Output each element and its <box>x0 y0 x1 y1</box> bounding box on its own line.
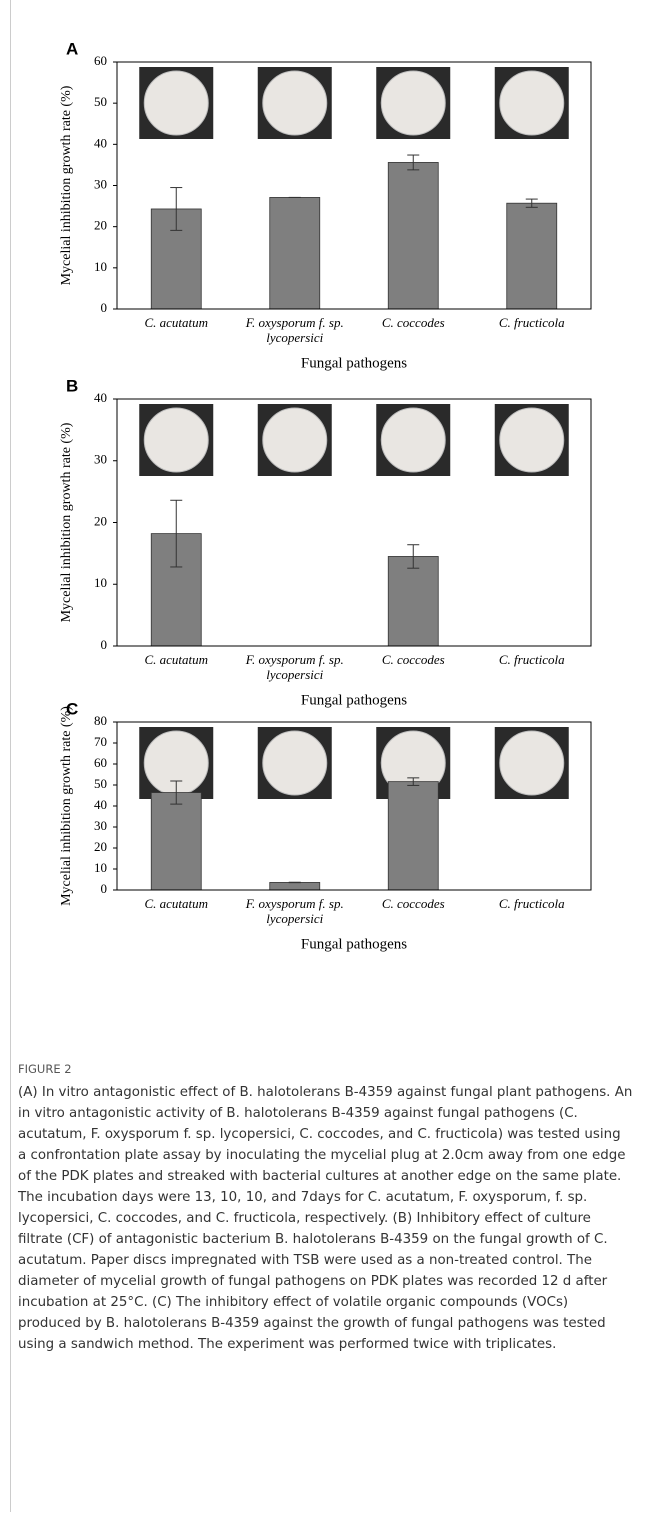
x-tick-label-box: C. acutatum <box>114 652 238 688</box>
x-tick-label-box: C. fructicola <box>470 896 594 932</box>
x-tick-label-box: C. coccodes <box>351 896 475 932</box>
y-tick-label: 40 <box>94 390 107 405</box>
x-tick-label: C. fructicola <box>470 896 594 911</box>
y-tick-label: 60 <box>94 755 107 770</box>
plate-dish <box>144 71 208 135</box>
plate-dish <box>263 731 327 795</box>
y-tick-label: 60 <box>94 53 107 68</box>
bar <box>388 556 438 646</box>
x-axis-label: Fungal pathogens <box>301 936 407 952</box>
x-axis-label: Fungal pathogens <box>301 355 407 371</box>
plate-dish <box>500 731 564 795</box>
y-axis-label: Mycelial inhibition growth rate (%) <box>59 85 74 285</box>
y-tick-label: 10 <box>94 860 107 875</box>
y-tick-label: 40 <box>94 135 107 150</box>
bar <box>151 793 201 890</box>
y-tick-label: 30 <box>94 176 107 191</box>
x-tick-label: F. oxysporum f. sp. lycopersici <box>233 652 357 682</box>
x-tick-label: C. coccodes <box>351 896 475 911</box>
x-tick-label: C. acutatum <box>114 315 238 330</box>
bar <box>270 882 320 890</box>
panel-label: A <box>66 39 78 58</box>
y-tick-label: 0 <box>101 881 108 896</box>
y-tick-label: 20 <box>94 218 107 233</box>
x-tick-label-box: F. oxysporum f. sp. lycopersici <box>233 315 357 351</box>
y-tick-label: 10 <box>94 259 107 274</box>
caption: FIGURE 2 (A) In vitro antagonistic effec… <box>18 1062 633 1355</box>
x-tick-label-box: F. oxysporum f. sp. lycopersici <box>233 652 357 688</box>
figure: A Mycelial inhibition growth rate (%) Fung… <box>0 0 655 1050</box>
y-tick-label: 50 <box>94 94 107 109</box>
plate-dish <box>144 408 208 472</box>
y-tick-label: 40 <box>94 797 107 812</box>
x-tick-label-box: C. acutatum <box>114 896 238 932</box>
plate-dish <box>381 408 445 472</box>
y-tick-label: 70 <box>94 734 107 749</box>
y-axis-label: Mycelial inhibition growth rate (%) <box>59 706 74 906</box>
bar <box>388 162 438 309</box>
x-tick-label: F. oxysporum f. sp. lycopersici <box>233 315 357 345</box>
plate-dish <box>381 71 445 135</box>
plate-dish <box>500 71 564 135</box>
x-tick-label-box: C. coccodes <box>351 315 475 351</box>
x-tick-label: F. oxysporum f. sp. lycopersici <box>233 896 357 926</box>
bar <box>270 197 320 309</box>
y-tick-label: 0 <box>101 637 108 652</box>
plate-dish <box>263 71 327 135</box>
bar <box>507 203 557 309</box>
page: A Mycelial inhibition growth rate (%) Fung… <box>0 0 655 1533</box>
caption-label: FIGURE 2 <box>18 1062 633 1076</box>
x-tick-label: C. fructicola <box>470 652 594 667</box>
x-tick-label: C. fructicola <box>470 315 594 330</box>
y-tick-label: 10 <box>94 575 107 590</box>
x-tick-label: C. coccodes <box>351 652 475 667</box>
x-tick-label-box: C. coccodes <box>351 652 475 688</box>
caption-text: (A) In vitro antagonistic effect of B. h… <box>18 1082 633 1355</box>
y-tick-label: 0 <box>101 300 108 315</box>
x-tick-label-box: F. oxysporum f. sp. lycopersici <box>233 896 357 932</box>
y-tick-label: 50 <box>94 776 107 791</box>
x-axis-label: Fungal pathogens <box>301 692 407 708</box>
x-tick-label-box: C. acutatum <box>114 315 238 351</box>
x-tick-label: C. coccodes <box>351 315 475 330</box>
y-tick-label: 20 <box>94 513 107 528</box>
plate-dish <box>263 408 327 472</box>
x-tick-label: C. acutatum <box>114 896 238 911</box>
x-tick-label: C. acutatum <box>114 652 238 667</box>
bar <box>388 782 438 890</box>
y-tick-label: 30 <box>94 452 107 467</box>
x-tick-label-box: C. fructicola <box>470 315 594 351</box>
panel-label: B <box>66 376 78 395</box>
y-axis-label: Mycelial inhibition growth rate (%) <box>59 422 74 622</box>
y-tick-label: 80 <box>94 713 107 728</box>
y-tick-label: 20 <box>94 839 107 854</box>
y-tick-label: 30 <box>94 818 107 833</box>
plate-dish <box>500 408 564 472</box>
x-tick-label-box: C. fructicola <box>470 652 594 688</box>
